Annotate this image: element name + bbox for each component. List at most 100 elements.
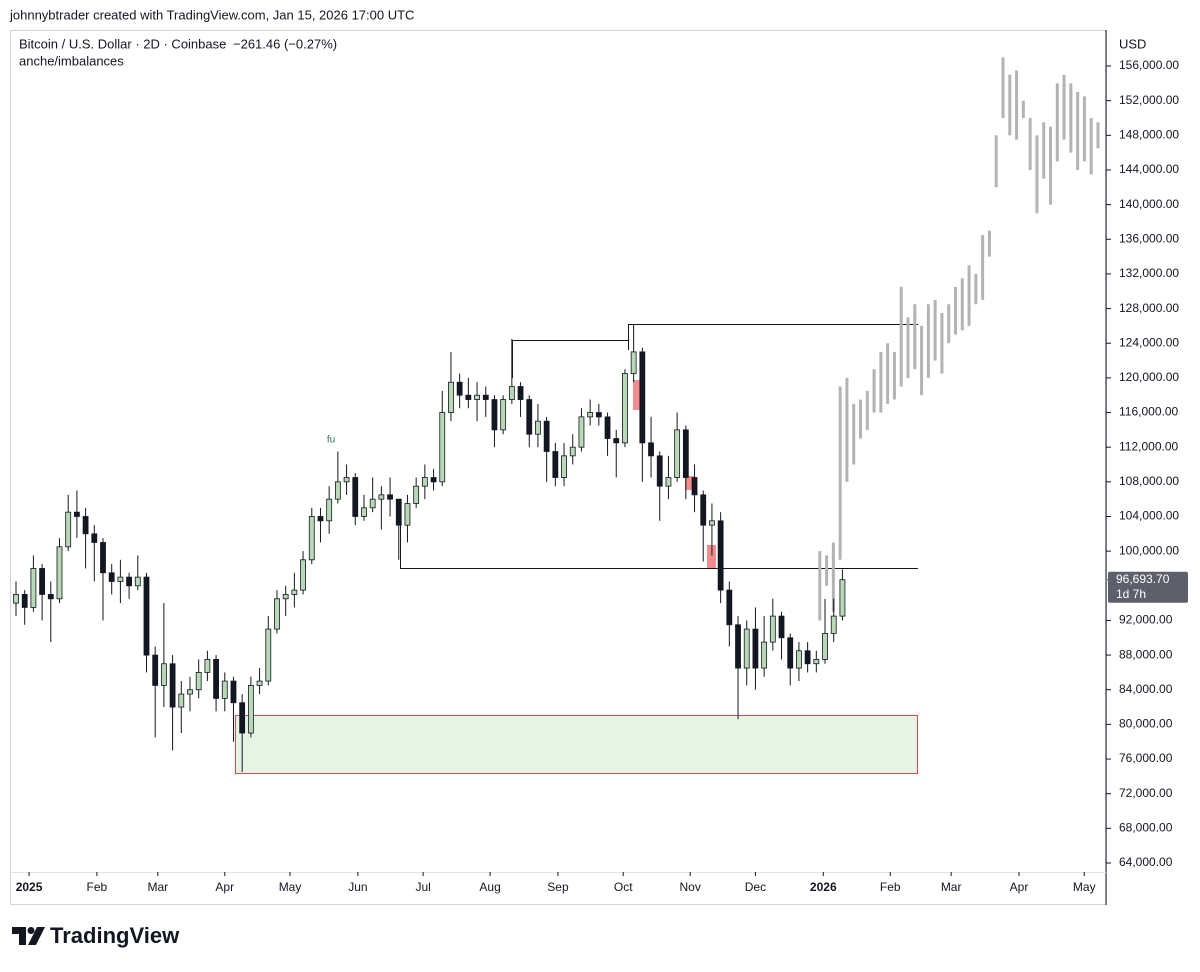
candle-body	[195, 672, 202, 691]
candle-body	[230, 680, 237, 704]
candle-body	[221, 680, 228, 699]
swing-high-line	[628, 324, 918, 350]
y-tick-label: 76,000.00	[1119, 751, 1173, 765]
x-tick-label: Jul	[415, 880, 430, 894]
y-tick-label: 156,000.00	[1119, 58, 1179, 72]
y-tick-label: 100,000.00	[1119, 543, 1179, 557]
candle-body	[813, 659, 820, 665]
candle-body	[726, 589, 733, 626]
candle-body	[352, 477, 359, 517]
x-tick-label: Nov	[680, 880, 701, 894]
candle-body	[552, 451, 559, 478]
candle-body	[517, 386, 524, 400]
candle-body	[613, 438, 620, 444]
candle-body	[300, 559, 306, 591]
price-change: −261.46 (−0.27%)	[233, 36, 337, 51]
candle-body	[491, 399, 498, 431]
y-tick-label: 116,000.00	[1119, 405, 1178, 419]
x-tick-label: Aug	[479, 880, 500, 894]
candle-body	[369, 498, 376, 509]
candle-body	[448, 381, 454, 413]
candle-body	[561, 455, 567, 478]
annotation: fu	[327, 435, 335, 446]
y-tick-label: 64,000.00	[1119, 855, 1173, 869]
candle-body	[482, 394, 489, 400]
y-tick-label: 148,000.00	[1119, 128, 1179, 142]
candle-body	[674, 429, 681, 478]
candle-body	[21, 594, 28, 608]
candle-body	[639, 351, 646, 444]
candle-body	[343, 477, 350, 483]
last-price-label: 96,693.70	[1116, 572, 1170, 586]
candle-body	[13, 594, 19, 604]
last-price-box	[1108, 571, 1188, 603]
y-tick-label: 68,000.00	[1119, 821, 1173, 835]
x-tick-label: Oct	[614, 880, 633, 894]
candle-body	[378, 494, 385, 500]
candle-body	[73, 511, 80, 517]
candle-body	[117, 576, 124, 582]
candle-body	[796, 650, 802, 669]
y-tick-label: 132,000.00	[1119, 266, 1179, 280]
candle-body	[100, 542, 106, 574]
y-tick-label: 108,000.00	[1119, 474, 1179, 488]
candle-body	[421, 477, 428, 487]
candle-body	[126, 576, 132, 587]
candle-body	[543, 420, 550, 452]
candle-body	[761, 641, 768, 669]
candle-body	[291, 589, 298, 595]
candle-body	[334, 481, 341, 500]
candle-body	[204, 659, 211, 673]
candle-body	[361, 507, 367, 517]
candle-body	[656, 455, 663, 487]
candle-body	[143, 576, 150, 656]
candle-body	[274, 598, 280, 630]
indicator-name: anche/imbalances	[19, 53, 124, 68]
candle-body	[752, 628, 759, 669]
candle-body	[47, 594, 54, 600]
candle-body	[769, 615, 776, 643]
plot-area: fu	[13, 57, 1100, 774]
candle-body	[187, 689, 193, 695]
candle-body	[474, 394, 480, 400]
candle-body	[395, 498, 402, 526]
candle-body	[578, 416, 585, 448]
x-tick-label: Jun	[348, 880, 367, 894]
currency-label: USD	[1119, 36, 1146, 51]
candle-body	[682, 429, 689, 478]
x-tick-label: 2025	[16, 880, 43, 894]
y-tick-label: 88,000.00	[1119, 647, 1173, 661]
candle-body	[822, 633, 828, 660]
x-tick-label: Mar	[147, 880, 168, 894]
y-tick-label: 120,000.00	[1119, 370, 1179, 384]
y-tick-label: 112,000.00	[1119, 439, 1178, 453]
candle-body	[804, 650, 811, 665]
candle-body	[830, 615, 837, 634]
candle-body	[691, 477, 698, 496]
candle-body	[665, 477, 672, 487]
y-tick-label: 72,000.00	[1119, 786, 1173, 800]
y-tick-label: 152,000.00	[1119, 93, 1179, 107]
candle-body	[508, 386, 515, 400]
x-tick-label: Mar	[941, 880, 962, 894]
candle-body	[430, 477, 437, 483]
imbalance	[633, 380, 642, 410]
candle-body	[387, 494, 393, 500]
candle-body	[152, 654, 159, 686]
candle-body	[839, 579, 846, 617]
candle-body	[595, 412, 602, 418]
candle-body	[308, 516, 315, 561]
candle-body	[622, 373, 628, 444]
candle-body	[717, 520, 724, 591]
symbol-title: Bitcoin / U.S. Dollar · 2D · Coinbase	[19, 36, 226, 51]
x-tick-label: Dec	[745, 880, 766, 894]
candle-body	[743, 628, 750, 669]
x-tick-label: May	[1073, 880, 1096, 894]
candle-body	[239, 702, 246, 734]
brand-name: TradingView	[50, 923, 180, 948]
candle-body	[160, 663, 167, 686]
demand-zone	[235, 715, 918, 774]
x-tick-label: 2026	[810, 880, 837, 894]
candle-body	[265, 628, 272, 682]
